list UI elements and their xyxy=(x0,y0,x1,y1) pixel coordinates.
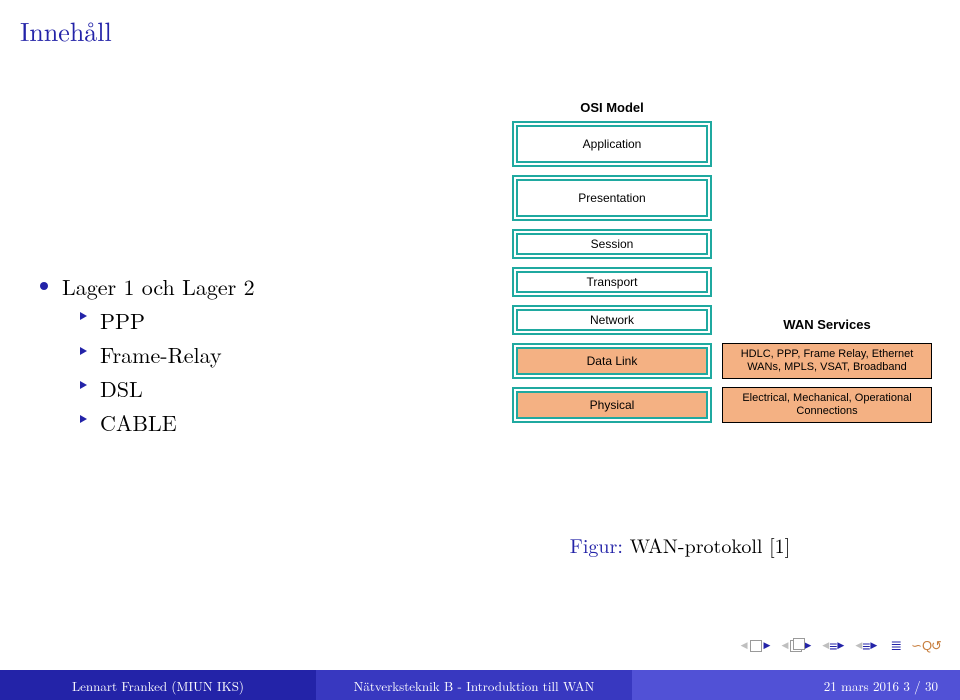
wan-col: HDLC, PPP, Frame Relay, Ethernet WANs, M… xyxy=(722,343,932,379)
wan-col xyxy=(722,229,932,259)
osi-layer: Transport xyxy=(512,267,712,297)
osi-layer-label: Physical xyxy=(516,391,708,419)
osi-layer: Presentation xyxy=(512,175,712,221)
nav-section-group[interactable]: ◀ ≡ ▶ xyxy=(851,638,881,654)
osi-layer: Data Link xyxy=(512,343,712,379)
bullet-list: Lager 1 och Lager 2 PPP Frame-Relay DSL … xyxy=(40,270,380,440)
nav-outline-icon[interactable]: ≣ xyxy=(890,637,902,654)
osi-layer-row: Data Link HDLC, PPP, Frame Relay, Etherne… xyxy=(420,343,940,379)
osi-layer-label: Application xyxy=(516,125,708,163)
nav-next-icon: ▶ xyxy=(837,640,844,651)
page-title: Innehåll xyxy=(20,12,112,49)
wan-col: WAN Services xyxy=(722,305,932,335)
nav-frame-icon xyxy=(790,640,802,652)
nav-prev-icon: ◀ xyxy=(781,640,788,651)
nav-refresh-icon[interactable]: ∽Q↻ xyxy=(911,638,942,654)
footer-bar: Lennart Franked (MIUN IKS) Nätverkstekni… xyxy=(0,670,960,700)
beamer-nav: ◀ ▶ ◀ ▶ ◀ ≡ ▶ ◀ ≡ ▶ ≣ ∽Q↻ xyxy=(737,637,942,654)
nav-next-icon: ▶ xyxy=(870,640,877,651)
bullet-sub: DSL xyxy=(40,372,380,406)
osi-layer-row: Physical Electrical, Mechanical, Operatio… xyxy=(420,387,940,423)
osi-layer-row: Transport xyxy=(420,267,940,297)
slide: Innehåll Lager 1 och Lager 2 PPP Frame-R… xyxy=(0,0,960,700)
bullet-main: Lager 1 och Lager 2 xyxy=(40,270,380,304)
osi-layer-row: Session xyxy=(420,229,940,259)
osi-layer: Network xyxy=(512,305,712,335)
wan-col xyxy=(722,267,932,297)
osi-diagram: OSI Model Application Presentation Session T… xyxy=(420,100,940,431)
caption-text: WAN-protokoll [1] xyxy=(630,530,791,559)
nav-subsection-icon: ≡ xyxy=(829,638,837,654)
footer-title: Nätverksteknik B - Introduktion till WAN xyxy=(316,670,632,700)
wan-col: Electrical, Mechanical, Operational Conn… xyxy=(722,387,932,423)
osi-layer: Session xyxy=(512,229,712,259)
figure-caption: Figur: WAN-protokoll [1] xyxy=(420,530,940,559)
wan-col xyxy=(722,121,932,167)
wan-service-box: Electrical, Mechanical, Operational Conn… xyxy=(722,387,932,423)
osi-layer-row: Application xyxy=(420,121,940,167)
osi-layer: Application xyxy=(512,121,712,167)
nav-prev-icon: ◀ xyxy=(855,640,862,651)
bullet-sub: Frame-Relay xyxy=(40,338,380,372)
nav-prev-icon: ◀ xyxy=(741,640,748,651)
osi-layer-row: Presentation xyxy=(420,175,940,221)
bullet-sub: CABLE xyxy=(40,406,380,440)
osi-layer-label: Session xyxy=(516,233,708,255)
osi-layer-row: Network WAN Services xyxy=(420,305,940,335)
nav-prev-icon: ◀ xyxy=(822,640,829,651)
wan-service-box: HDLC, PPP, Frame Relay, Ethernet WANs, M… xyxy=(722,343,932,379)
bullet-sub: PPP xyxy=(40,304,380,338)
nav-slide-group[interactable]: ◀ ▶ xyxy=(737,640,775,652)
nav-subsection-group[interactable]: ◀ ≡ ▶ xyxy=(818,638,848,654)
osi-layer: Physical xyxy=(512,387,712,423)
osi-layer-label: Presentation xyxy=(516,179,708,217)
nav-slide-icon xyxy=(750,640,762,652)
nav-next-icon: ▶ xyxy=(764,640,771,651)
caption-prefix: Figur: xyxy=(570,530,630,559)
footer-author: Lennart Franked (MIUN IKS) xyxy=(0,670,316,700)
nav-frame-group[interactable]: ◀ ▶ xyxy=(777,640,815,652)
wan-col xyxy=(722,175,932,221)
footer-page: 21 mars 2016 3 / 30 xyxy=(632,670,960,700)
osi-model-title: OSI Model xyxy=(512,100,712,115)
osi-layer-label: Transport xyxy=(516,271,708,293)
nav-next-icon: ▶ xyxy=(804,640,811,651)
osi-layer-label: Data Link xyxy=(516,347,708,375)
nav-section-icon: ≡ xyxy=(862,638,870,654)
wan-services-title: WAN Services xyxy=(722,317,932,332)
osi-layer-label: Network xyxy=(516,309,708,331)
